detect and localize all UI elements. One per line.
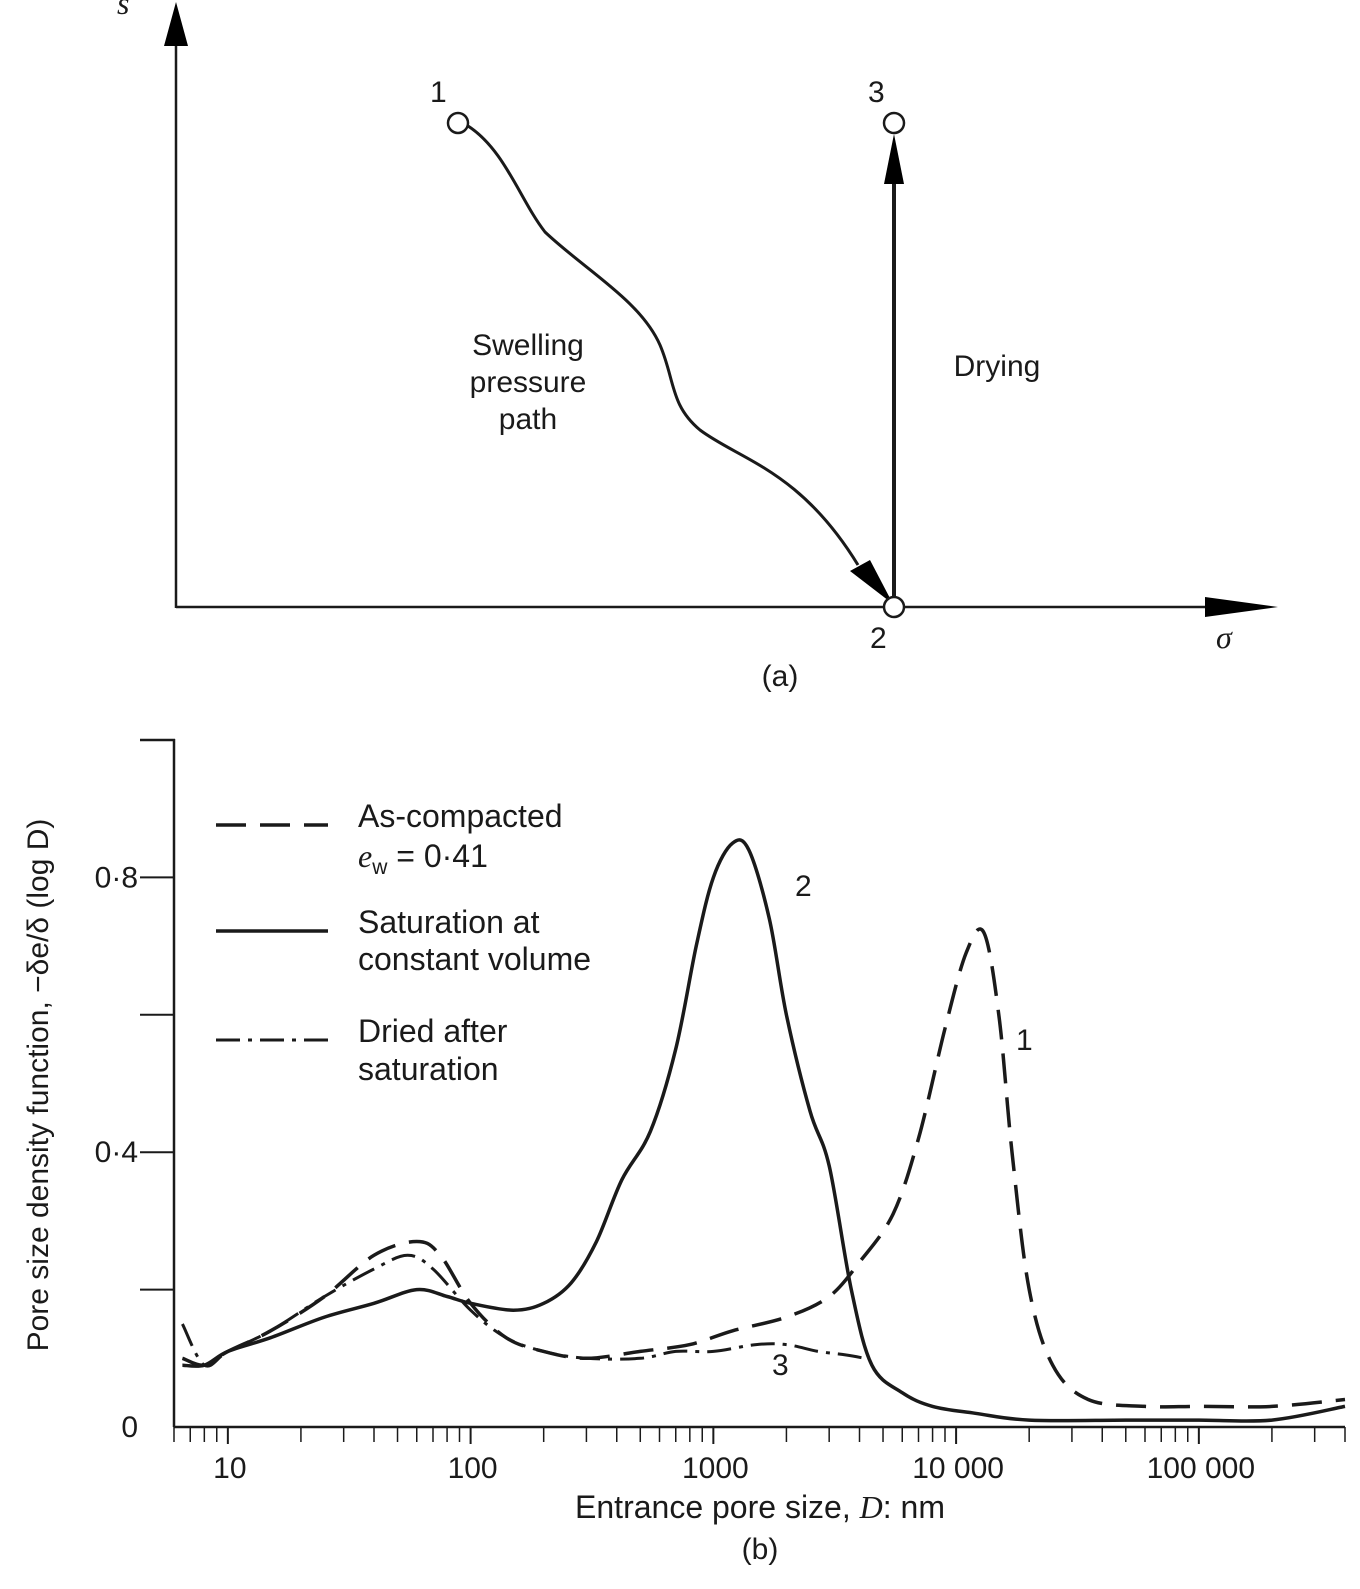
series-dried-line [181,1253,865,1368]
point-2-label: 2 [870,622,887,655]
x-tick-label-10: 10 [213,1452,246,1485]
swelling-pressure-path-curve [467,124,860,566]
panel-a-caption: (a) [762,660,799,693]
drying-path-arrowhead [884,134,904,184]
swelling-path-label-line-2: pressure [470,366,587,399]
x-tick-label-1000: 1000 [682,1452,749,1485]
legend-label-as-compacted: As-compacted [358,798,563,834]
drying-path-label: Drying [954,350,1041,383]
curve-label-3: 3 [772,1349,789,1382]
panel-a-x-axis-arrow [1205,597,1278,617]
point-1-label: 1 [430,76,447,109]
panel-b-caption: (b) [742,1533,779,1566]
x-tick-label-10000: 10 000 [912,1452,1004,1485]
y-axis-ticks [140,876,174,1291]
legend-label-ew: ew = 0·41 [358,838,488,879]
legend-label-saturation-line-1: Saturation at [358,904,540,940]
y-tick-label-0-4: 0·4 [95,1136,138,1169]
panel-a-y-label: s [117,0,129,21]
y-axis-tick-labels: 0 0·4 0·8 [95,861,138,1444]
point-1-marker [446,111,470,135]
x-tick-label-100000: 100 000 [1147,1452,1255,1485]
panel-b: 0 0·4 0·8 10 100 1000 10 000 100 000 1 2… [22,738,1346,1566]
series-saturation-line [182,838,1346,1423]
y-tick-label-0: 0 [121,1411,138,1444]
panel-a-y-axis-arrow [164,2,188,46]
legend-label-dried-line-2: saturation [358,1051,499,1087]
legend-label-dried-line-1: Dried after [358,1013,508,1049]
panel-b-x-axis-title: Entrance pore size, D: nm [575,1489,945,1525]
legend-label-saturation-line-2: constant volume [358,941,591,977]
x-axis-ticks [173,1427,1346,1444]
y-tick-label-0-8: 0·8 [95,861,138,894]
x-tick-label-100: 100 [448,1452,498,1485]
curve-label-1: 1 [1016,1024,1033,1057]
panel-a: s σ 1 3 2 Swelling pressure path Drying … [117,0,1278,693]
curve-label-2: 2 [795,870,812,903]
panel-a-x-label: σ [1216,619,1233,655]
x-axis-tick-labels: 10 100 1000 10 000 100 000 [213,1452,1255,1485]
swelling-path-label-line-1: Swelling [472,329,584,362]
swelling-path-label-line-3: path [499,403,557,436]
series-as-compacted-line [181,927,1346,1409]
point-2-marker [882,595,906,619]
point-3-marker [882,111,906,135]
panel-b-y-axis-title: Pore size density function, −δe/δ (log D… [22,819,55,1352]
swelling-path-arrowhead [850,560,893,604]
legend: As-compacted ew = 0·41 Saturation at con… [216,798,591,1087]
point-3-label: 3 [868,76,885,109]
